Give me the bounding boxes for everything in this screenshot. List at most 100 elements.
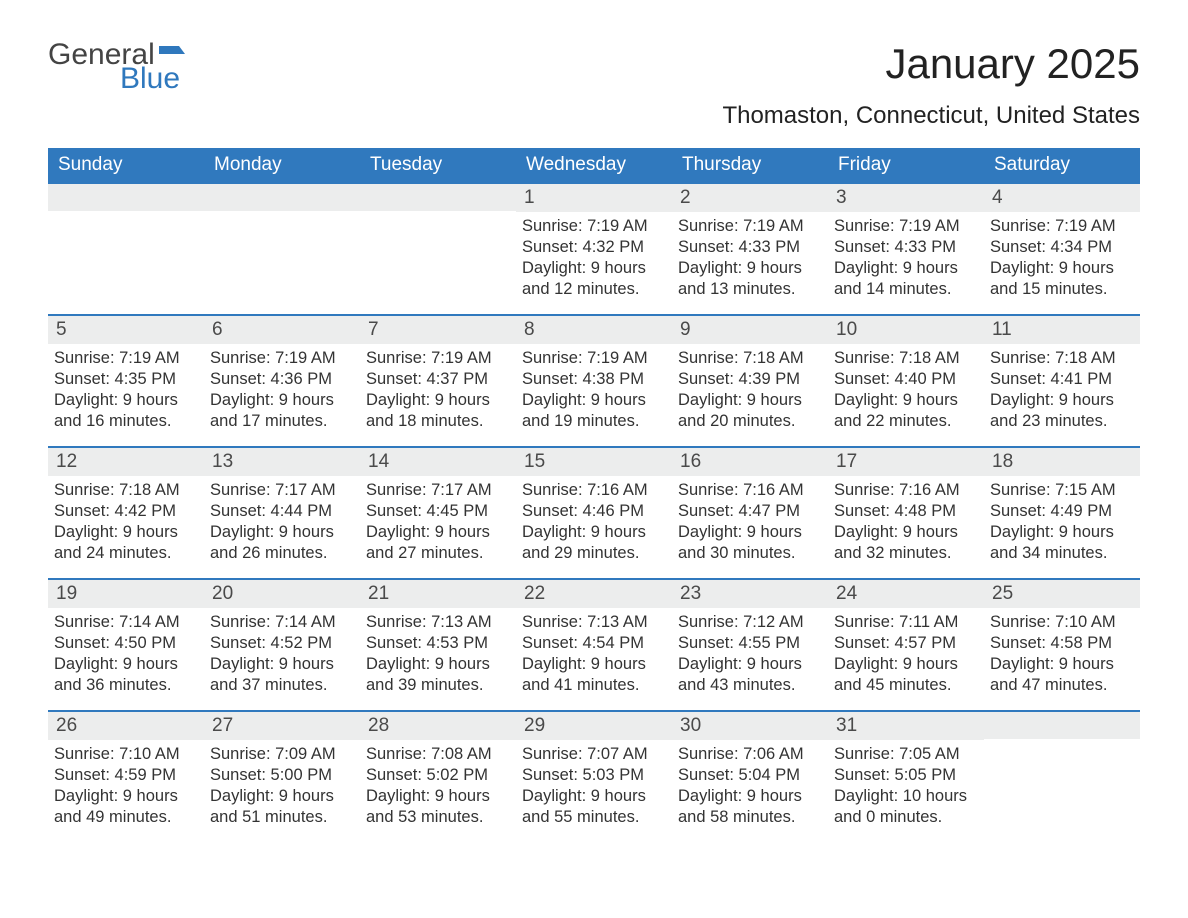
daylight-text: Daylight: 9 hours and 53 minutes.: [366, 786, 510, 828]
sunrise-text: Sunrise: 7:16 AM: [834, 480, 978, 501]
day-number: 12: [48, 448, 204, 476]
sunrise-text: Sunrise: 7:19 AM: [990, 216, 1134, 237]
day-cell: 31Sunrise: 7:05 AMSunset: 5:05 PMDayligh…: [828, 712, 984, 842]
daylight-text: Daylight: 9 hours and 37 minutes.: [210, 654, 354, 696]
day-cell: [204, 184, 360, 314]
sunrise-text: Sunrise: 7:19 AM: [834, 216, 978, 237]
sunset-text: Sunset: 4:41 PM: [990, 369, 1134, 390]
day-details: Sunrise: 7:09 AMSunset: 5:00 PMDaylight:…: [204, 740, 360, 836]
page-title: January 2025: [722, 40, 1140, 88]
daylight-text: Daylight: 9 hours and 14 minutes.: [834, 258, 978, 300]
day-cell: 21Sunrise: 7:13 AMSunset: 4:53 PMDayligh…: [360, 580, 516, 710]
sunset-text: Sunset: 4:33 PM: [678, 237, 822, 258]
day-number: [204, 184, 360, 211]
day-details: Sunrise: 7:19 AMSunset: 4:34 PMDaylight:…: [984, 212, 1140, 308]
daylight-text: Daylight: 9 hours and 43 minutes.: [678, 654, 822, 696]
day-cell: 8Sunrise: 7:19 AMSunset: 4:38 PMDaylight…: [516, 316, 672, 446]
sunset-text: Sunset: 5:02 PM: [366, 765, 510, 786]
sunset-text: Sunset: 4:59 PM: [54, 765, 198, 786]
day-details: Sunrise: 7:13 AMSunset: 4:54 PMDaylight:…: [516, 608, 672, 704]
daylight-text: Daylight: 9 hours and 23 minutes.: [990, 390, 1134, 432]
weekday-label: Thursday: [672, 148, 828, 182]
sunrise-text: Sunrise: 7:05 AM: [834, 744, 978, 765]
day-cell: 15Sunrise: 7:16 AMSunset: 4:46 PMDayligh…: [516, 448, 672, 578]
day-cell: 26Sunrise: 7:10 AMSunset: 4:59 PMDayligh…: [48, 712, 204, 842]
daylight-text: Daylight: 9 hours and 24 minutes.: [54, 522, 198, 564]
sunrise-text: Sunrise: 7:08 AM: [366, 744, 510, 765]
sunrise-text: Sunrise: 7:18 AM: [834, 348, 978, 369]
day-number: 20: [204, 580, 360, 608]
day-details: Sunrise: 7:14 AMSunset: 4:52 PMDaylight:…: [204, 608, 360, 704]
sunset-text: Sunset: 4:36 PM: [210, 369, 354, 390]
day-number: 29: [516, 712, 672, 740]
day-cell: 4Sunrise: 7:19 AMSunset: 4:34 PMDaylight…: [984, 184, 1140, 314]
day-cell: 28 Sunrise: 7:08 AMSunset: 5:02 PMDayligh…: [360, 712, 516, 842]
day-details: Sunrise: 7:16 AMSunset: 4:48 PMDaylight:…: [828, 476, 984, 572]
daylight-text: Daylight: 9 hours and 16 minutes.: [54, 390, 198, 432]
week-row: 5Sunrise: 7:19 AMSunset: 4:35 PMDaylight…: [48, 314, 1140, 446]
daylight-text: Daylight: 9 hours and 22 minutes.: [834, 390, 978, 432]
day-number: 16: [672, 448, 828, 476]
day-details: Sunrise: 7:18 AMSunset: 4:39 PMDaylight:…: [672, 344, 828, 440]
day-cell: 18Sunrise: 7:15 AMSunset: 4:49 PMDayligh…: [984, 448, 1140, 578]
day-number: 28: [360, 712, 516, 740]
daylight-text: Daylight: 9 hours and 55 minutes.: [522, 786, 666, 828]
daylight-text: Daylight: 9 hours and 13 minutes.: [678, 258, 822, 300]
daylight-text: Daylight: 9 hours and 26 minutes.: [210, 522, 354, 564]
sunset-text: Sunset: 5:03 PM: [522, 765, 666, 786]
sunset-text: Sunset: 4:52 PM: [210, 633, 354, 654]
day-number: 3: [828, 184, 984, 212]
weeks-container: 1Sunrise: 7:19 AMSunset: 4:32 PMDaylight…: [48, 182, 1140, 842]
day-details: Sunrise: 7:19 AMSunset: 4:33 PMDaylight:…: [828, 212, 984, 308]
day-cell: 24Sunrise: 7:11 AMSunset: 4:57 PMDayligh…: [828, 580, 984, 710]
day-number: 4: [984, 184, 1140, 212]
day-details: Sunrise: 7:17 AMSunset: 4:45 PMDaylight:…: [360, 476, 516, 572]
day-details: Sunrise: 7:11 AMSunset: 4:57 PMDaylight:…: [828, 608, 984, 704]
day-details: Sunrise: 7:18 AMSunset: 4:41 PMDaylight:…: [984, 344, 1140, 440]
day-details: Sunrise: 7:18 AMSunset: 4:40 PMDaylight:…: [828, 344, 984, 440]
sunset-text: Sunset: 4:57 PM: [834, 633, 978, 654]
day-cell: 19Sunrise: 7:14 AMSunset: 4:50 PMDayligh…: [48, 580, 204, 710]
day-details: Sunrise: 7:10 AMSunset: 4:58 PMDaylight:…: [984, 608, 1140, 704]
day-details: Sunrise: 7:17 AMSunset: 4:44 PMDaylight:…: [204, 476, 360, 572]
day-cell: 25Sunrise: 7:10 AMSunset: 4:58 PMDayligh…: [984, 580, 1140, 710]
week-row: 26Sunrise: 7:10 AMSunset: 4:59 PMDayligh…: [48, 710, 1140, 842]
sunset-text: Sunset: 4:50 PM: [54, 633, 198, 654]
day-details: Sunrise: 7:19 AMSunset: 4:38 PMDaylight:…: [516, 344, 672, 440]
sunset-text: Sunset: 4:47 PM: [678, 501, 822, 522]
day-cell: [48, 184, 204, 314]
day-details: Sunrise: 7:05 AMSunset: 5:05 PMDaylight:…: [828, 740, 984, 836]
sunrise-text: Sunrise: 7:18 AM: [54, 480, 198, 501]
brand-word-2: Blue: [120, 64, 185, 94]
day-number: 30: [672, 712, 828, 740]
daylight-text: Daylight: 10 hours and 0 minutes.: [834, 786, 978, 828]
sunrise-text: Sunrise: 7:18 AM: [678, 348, 822, 369]
day-number: 11: [984, 316, 1140, 344]
sunrise-text: Sunrise: 7:14 AM: [210, 612, 354, 633]
sunset-text: Sunset: 4:45 PM: [366, 501, 510, 522]
sunset-text: Sunset: 5:00 PM: [210, 765, 354, 786]
day-details: Sunrise: 7:19 AMSunset: 4:35 PMDaylight:…: [48, 344, 204, 440]
day-details: Sunrise: 7:07 AMSunset: 5:03 PMDaylight:…: [516, 740, 672, 836]
weekday-label: Wednesday: [516, 148, 672, 182]
weekday-label: Sunday: [48, 148, 204, 182]
sunrise-text: Sunrise: 7:13 AM: [522, 612, 666, 633]
day-number: 17: [828, 448, 984, 476]
daylight-text: Daylight: 9 hours and 41 minutes.: [522, 654, 666, 696]
day-number: 22: [516, 580, 672, 608]
week-row: 12Sunrise: 7:18 AMSunset: 4:42 PMDayligh…: [48, 446, 1140, 578]
day-cell: 6Sunrise: 7:19 AMSunset: 4:36 PMDaylight…: [204, 316, 360, 446]
day-cell: 29Sunrise: 7:07 AMSunset: 5:03 PMDayligh…: [516, 712, 672, 842]
sunrise-text: Sunrise: 7:06 AM: [678, 744, 822, 765]
day-details: Sunrise: 7:18 AMSunset: 4:42 PMDaylight:…: [48, 476, 204, 572]
sunrise-text: Sunrise: 7:09 AM: [210, 744, 354, 765]
daylight-text: Daylight: 9 hours and 19 minutes.: [522, 390, 666, 432]
sunset-text: Sunset: 4:40 PM: [834, 369, 978, 390]
day-number: 13: [204, 448, 360, 476]
sunset-text: Sunset: 5:04 PM: [678, 765, 822, 786]
day-number: 7: [360, 316, 516, 344]
day-cell: [360, 184, 516, 314]
sunset-text: Sunset: 4:39 PM: [678, 369, 822, 390]
day-cell: 23Sunrise: 7:12 AMSunset: 4:55 PMDayligh…: [672, 580, 828, 710]
sunset-text: Sunset: 4:49 PM: [990, 501, 1134, 522]
